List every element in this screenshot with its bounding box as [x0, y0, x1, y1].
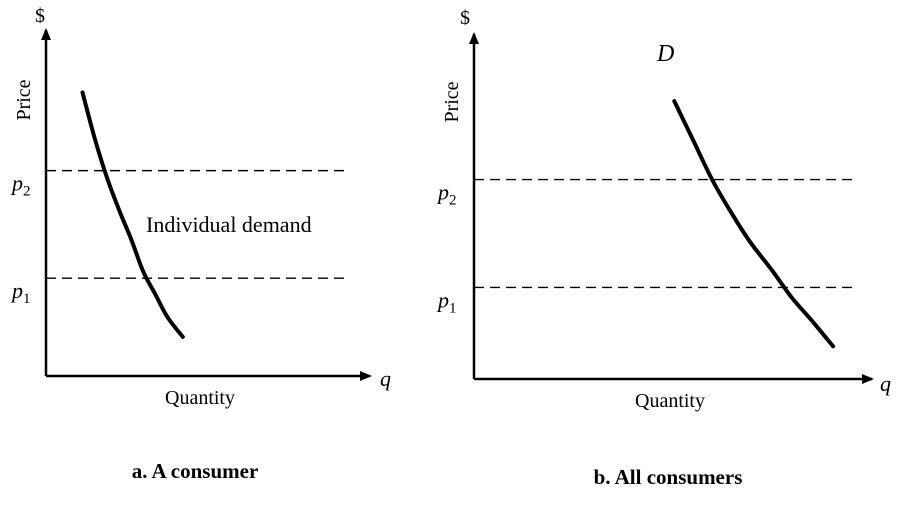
ref-label-subscript: 1 — [23, 291, 31, 307]
ref-label-subscript: 2 — [23, 184, 31, 200]
y-axis-label: Price — [13, 79, 35, 120]
ref-label-letter: p — [10, 278, 23, 303]
ref-label-letter: p — [436, 180, 449, 205]
ref-label-subscript: 2 — [449, 193, 457, 209]
ref-label-letter: p — [10, 171, 23, 196]
x-axis-symbol: q — [880, 371, 891, 396]
individual-demand-annotation: Individual demand — [146, 212, 312, 237]
panel-b-all-consumers: $ Price Quantity q p2 p1 D b. All consum… — [436, 7, 891, 489]
ref-label-subscript: 1 — [449, 300, 457, 316]
y-axis-label: Price — [441, 81, 463, 122]
panel-a-consumer: $ Price Quantity q p2 p1 Individual dema… — [10, 5, 391, 483]
ref-label-p2: p2 — [436, 180, 457, 209]
y-unit-label: $ — [460, 7, 470, 29]
y-unit-label: $ — [35, 5, 45, 27]
x-axis-label: Quantity — [165, 387, 235, 409]
panel-b-caption: b. All consumers — [594, 465, 743, 489]
panel-a-caption: a. A consumer — [132, 459, 259, 483]
x-axis-symbol: q — [380, 366, 391, 391]
ref-label-p1: p1 — [10, 278, 31, 307]
market-demand-curve — [672, 99, 836, 349]
ref-label-p2: p2 — [10, 171, 31, 200]
market-demand-label: D — [656, 41, 674, 67]
individual-demand-curve — [80, 90, 185, 339]
ref-label-letter: p — [436, 287, 449, 312]
ref-label-p1: p1 — [436, 287, 457, 316]
x-axis-label: Quantity — [635, 390, 705, 412]
